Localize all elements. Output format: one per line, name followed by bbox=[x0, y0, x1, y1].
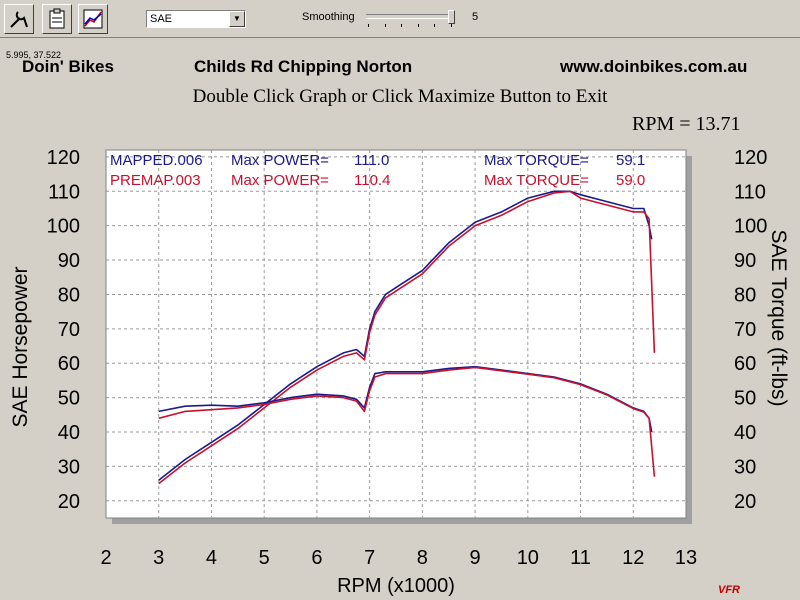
x-tick-label: 8 bbox=[417, 547, 428, 569]
y-tick-label-right: 60 bbox=[734, 353, 756, 375]
x-axis-title: RPM (x1000) bbox=[337, 575, 455, 597]
toolbar: SAE ▼ Smoothing 5 bbox=[0, 0, 800, 38]
legend-power-label: Max POWER= bbox=[231, 172, 329, 189]
shop-address: Childs Rd Chipping Norton bbox=[194, 57, 413, 76]
series-line-torque-premap-003 bbox=[158, 366, 656, 477]
slider-tick bbox=[368, 24, 369, 27]
legend-power-label: Max POWER= bbox=[231, 152, 329, 169]
legend-torque-value: 59.0 bbox=[616, 172, 645, 189]
clipboard-icon bbox=[49, 8, 65, 29]
y-tick-label-right: 110 bbox=[734, 181, 766, 203]
y-tick-label-left: 110 bbox=[48, 181, 80, 203]
slider-tick bbox=[434, 24, 435, 27]
y-tick-label-left: 100 bbox=[47, 216, 80, 238]
slider-tick bbox=[450, 24, 452, 27]
y-tick-label-right: 90 bbox=[734, 250, 756, 272]
y-tick-label-left: 20 bbox=[58, 491, 80, 513]
x-tick-label: 3 bbox=[153, 547, 164, 569]
clipboard-button[interactable] bbox=[42, 4, 72, 34]
y-tick-label-left: 60 bbox=[58, 353, 80, 375]
units-select[interactable]: SAE ▼ bbox=[146, 10, 246, 28]
y-tick-label-right: 40 bbox=[734, 422, 756, 444]
y-tick-label-right: 80 bbox=[734, 284, 756, 306]
cursor-coords: 5.995, 37.522 bbox=[6, 50, 62, 60]
y-tick-label-left: 80 bbox=[58, 284, 80, 306]
legend-torque-label: Max TORQUE= bbox=[484, 172, 589, 189]
chevron-down-icon[interactable]: ▼ bbox=[229, 11, 245, 27]
y-tick-label-right: 120 bbox=[734, 147, 767, 169]
y-tick-label-left: 70 bbox=[58, 319, 80, 341]
smoothing-value: 5 bbox=[472, 11, 479, 23]
y-tick-label-right: 30 bbox=[734, 456, 756, 478]
x-tick-label: 9 bbox=[470, 547, 481, 569]
y-tick-label-left: 120 bbox=[47, 147, 80, 169]
plot-area[interactable] bbox=[105, 149, 687, 519]
smoothing-slider[interactable] bbox=[366, 10, 455, 27]
legend-run-name: PREMAP.003 bbox=[110, 172, 201, 189]
shop-website: www.doinbikes.com.au bbox=[560, 57, 748, 76]
units-select-value: SAE bbox=[150, 13, 173, 25]
slider-tick bbox=[401, 24, 402, 27]
smoothing-thumb[interactable] bbox=[448, 10, 455, 24]
legend-run-name: MAPPED.006 bbox=[110, 152, 203, 169]
slider-tick bbox=[384, 24, 386, 27]
legend-power-value: 110.4 bbox=[354, 172, 390, 189]
legend-torque-value: 59.1 bbox=[616, 152, 645, 169]
rpm-readout: RPM = 13.71 bbox=[632, 113, 741, 135]
shop-name: Doin' Bikes bbox=[22, 57, 114, 76]
x-tick-label: 4 bbox=[206, 547, 217, 569]
y-tick-label-left: 90 bbox=[58, 250, 80, 272]
y-tick-label-left: 40 bbox=[58, 422, 80, 444]
smoothing-label: Smoothing bbox=[302, 11, 355, 23]
y-tick-label-right: 70 bbox=[734, 319, 756, 341]
y-tick-label-left: 50 bbox=[58, 388, 80, 410]
y-tick-label-left: 30 bbox=[58, 456, 80, 478]
x-tick-label: 5 bbox=[259, 547, 270, 569]
tools-button[interactable] bbox=[4, 4, 34, 34]
x-tick-label: 7 bbox=[364, 547, 375, 569]
brand-logo: VFR bbox=[718, 584, 740, 596]
y-tick-label-right: 50 bbox=[734, 388, 756, 410]
x-tick-label: 12 bbox=[622, 547, 644, 569]
instruction-text: Double Click Graph or Click Maximize But… bbox=[192, 86, 608, 107]
y-tick-label-right: 100 bbox=[734, 216, 767, 238]
series-line-power-mapped-006 bbox=[158, 190, 653, 481]
x-tick-label: 10 bbox=[517, 547, 539, 569]
y-axis-title-right: SAE Torque (ft-lbs) bbox=[767, 229, 790, 406]
graph-button[interactable] bbox=[78, 4, 108, 34]
x-tick-label: 13 bbox=[675, 547, 697, 569]
smoothing-track bbox=[366, 14, 454, 19]
x-tick-label: 2 bbox=[100, 547, 111, 569]
y-tick-label-right: 20 bbox=[734, 491, 756, 513]
graph-icon bbox=[83, 9, 103, 29]
x-tick-label: 6 bbox=[311, 547, 322, 569]
legend-power-value: 111.0 bbox=[354, 152, 389, 169]
legend-torque-label: Max TORQUE= bbox=[484, 152, 589, 169]
x-tick-label: 11 bbox=[570, 547, 591, 569]
tools-icon bbox=[10, 11, 28, 28]
slider-tick bbox=[417, 24, 419, 27]
y-axis-title-left: SAE Horsepower bbox=[9, 266, 32, 427]
